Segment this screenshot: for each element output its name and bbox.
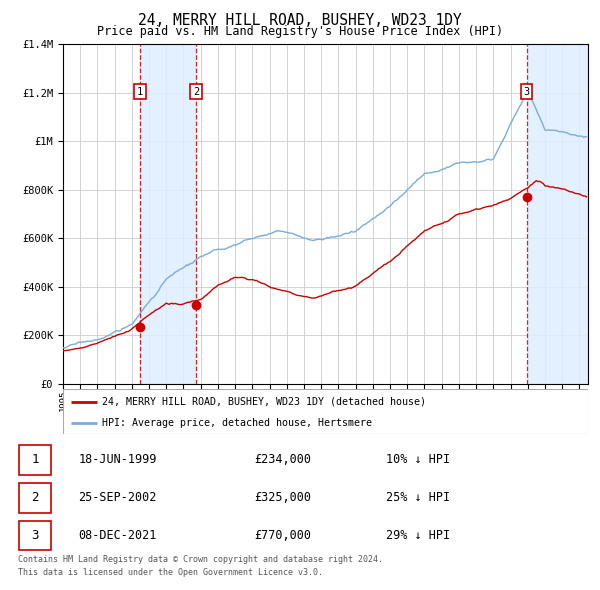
Text: 25% ↓ HPI: 25% ↓ HPI (386, 491, 451, 504)
Text: Contains HM Land Registry data © Crown copyright and database right 2024.: Contains HM Land Registry data © Crown c… (18, 555, 383, 563)
Text: 2: 2 (193, 87, 199, 97)
Text: 25-SEP-2002: 25-SEP-2002 (78, 491, 157, 504)
Text: £234,000: £234,000 (254, 453, 311, 466)
Text: £325,000: £325,000 (254, 491, 311, 504)
Text: 18-JUN-1999: 18-JUN-1999 (78, 453, 157, 466)
Text: This data is licensed under the Open Government Licence v3.0.: This data is licensed under the Open Gov… (18, 568, 323, 576)
Bar (19, 445, 51, 474)
Text: Price paid vs. HM Land Registry's House Price Index (HPI): Price paid vs. HM Land Registry's House … (97, 25, 503, 38)
Text: 3: 3 (523, 87, 530, 97)
Text: 1: 1 (31, 453, 39, 466)
Text: 10% ↓ HPI: 10% ↓ HPI (386, 453, 451, 466)
Bar (19, 483, 51, 513)
Text: 08-DEC-2021: 08-DEC-2021 (78, 529, 157, 542)
Text: £770,000: £770,000 (254, 529, 311, 542)
Text: 29% ↓ HPI: 29% ↓ HPI (386, 529, 451, 542)
Text: 24, MERRY HILL ROAD, BUSHEY, WD23 1DY (detached house): 24, MERRY HILL ROAD, BUSHEY, WD23 1DY (d… (103, 397, 427, 407)
Bar (19, 520, 51, 550)
Text: 24, MERRY HILL ROAD, BUSHEY, WD23 1DY: 24, MERRY HILL ROAD, BUSHEY, WD23 1DY (138, 13, 462, 28)
Text: 2: 2 (31, 491, 39, 504)
Text: HPI: Average price, detached house, Hertsmere: HPI: Average price, detached house, Hert… (103, 418, 373, 428)
Text: 1: 1 (137, 87, 143, 97)
Text: 3: 3 (31, 529, 39, 542)
